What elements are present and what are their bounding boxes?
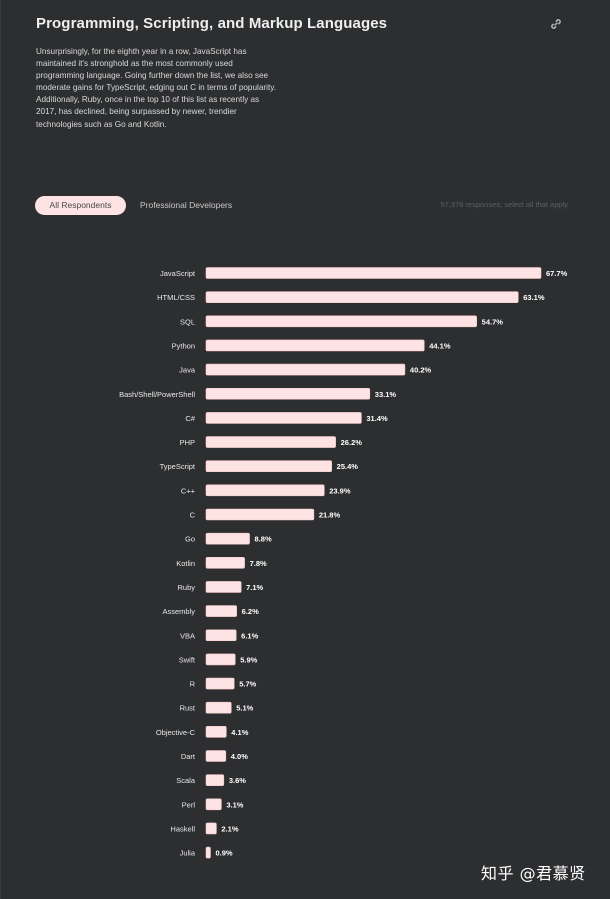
category-label-r: R bbox=[190, 680, 196, 689]
bar-rust[interactable] bbox=[205, 701, 232, 714]
value-label-html-css: 63.1% bbox=[523, 293, 545, 302]
value-label-rust: 5.1% bbox=[236, 704, 253, 713]
category-label-ruby: Ruby bbox=[177, 583, 195, 592]
value-label-ruby: 7.1% bbox=[246, 583, 263, 592]
category-label-typescript: TypeScript bbox=[160, 462, 196, 471]
bar-julia[interactable] bbox=[205, 846, 211, 859]
value-label-perl: 3.1% bbox=[226, 800, 243, 809]
category-label-perl: Perl bbox=[182, 800, 196, 809]
value-label-assembly: 6.2% bbox=[242, 607, 259, 616]
bar-scala[interactable] bbox=[205, 774, 225, 786]
bar-html-css[interactable] bbox=[205, 291, 519, 303]
category-label-javascript: JavaScript bbox=[160, 269, 196, 278]
value-label-java: 40.2% bbox=[410, 366, 432, 375]
bar-c[interactable] bbox=[205, 484, 325, 497]
category-label-vba: VBA bbox=[180, 631, 195, 640]
value-label-julia: 0.9% bbox=[215, 849, 232, 858]
bar-sql[interactable] bbox=[205, 315, 477, 328]
category-label-c: C bbox=[190, 511, 196, 520]
category-label-bash-shell-powershell: Bash/Shell/PowerShell bbox=[119, 390, 195, 399]
bar-c[interactable] bbox=[205, 412, 362, 424]
bar-javascript[interactable] bbox=[205, 267, 542, 279]
value-label-haskell: 2.1% bbox=[221, 824, 238, 833]
value-label-bash-shell-powershell: 33.1% bbox=[375, 390, 397, 399]
value-label-swift: 5.9% bbox=[240, 655, 257, 664]
link-icon[interactable] bbox=[550, 18, 562, 30]
bar-kotlin[interactable] bbox=[205, 556, 245, 569]
tab-all-respondents[interactable]: All Respondents bbox=[35, 196, 126, 215]
section-description: Unsurprisingly, for the eighth year in a… bbox=[36, 47, 276, 129]
bar-java[interactable] bbox=[205, 363, 406, 376]
value-label-dart: 4.0% bbox=[231, 752, 248, 761]
value-label-php: 26.2% bbox=[341, 438, 363, 447]
bar-c[interactable] bbox=[205, 508, 315, 521]
category-label-dart: Dart bbox=[181, 752, 196, 761]
value-label-kotlin: 7.8% bbox=[250, 559, 267, 568]
category-label-html-css: HTML/CSS bbox=[157, 293, 195, 302]
watermark: 知乎 @君慕贤 bbox=[481, 864, 586, 883]
value-label-typescript: 25.4% bbox=[337, 462, 359, 471]
bar-ruby[interactable] bbox=[205, 581, 242, 593]
category-label-swift: Swift bbox=[179, 655, 196, 664]
value-label-python: 44.1% bbox=[429, 341, 451, 350]
category-label-c: C# bbox=[185, 414, 195, 423]
category-label-scala: Scala bbox=[176, 776, 196, 785]
value-label-objective-c: 4.1% bbox=[231, 728, 248, 737]
bar-go[interactable] bbox=[205, 532, 250, 545]
bar-objective-c[interactable] bbox=[205, 726, 227, 738]
bar-typescript[interactable] bbox=[205, 460, 332, 473]
tab-professional-developers[interactable]: Professional Developers bbox=[140, 200, 233, 210]
bar-bash-shell-powershell[interactable] bbox=[205, 387, 371, 400]
bar-r[interactable] bbox=[205, 677, 235, 690]
category-label-java: Java bbox=[179, 366, 196, 375]
category-label-rust: Rust bbox=[180, 704, 196, 713]
value-label-scala: 3.6% bbox=[229, 776, 246, 785]
responses-note: 57,378 responses; select all that apply bbox=[440, 200, 568, 209]
value-label-vba: 6.1% bbox=[241, 631, 258, 640]
value-label-go: 8.8% bbox=[255, 535, 272, 544]
value-label-c: 31.4% bbox=[366, 414, 388, 423]
category-label-python: Python bbox=[172, 341, 195, 350]
bar-haskell[interactable] bbox=[205, 822, 217, 835]
bar-vba[interactable] bbox=[205, 629, 237, 642]
category-label-haskell: Haskell bbox=[170, 824, 195, 833]
category-label-assembly: Assembly bbox=[162, 607, 195, 616]
category-label-kotlin: Kotlin bbox=[176, 559, 195, 568]
value-label-sql: 54.7% bbox=[482, 317, 504, 326]
value-label-c: 21.8% bbox=[319, 511, 341, 520]
category-label-c: C++ bbox=[181, 486, 196, 495]
bar-swift[interactable] bbox=[205, 653, 236, 666]
value-label-javascript: 67.7% bbox=[546, 269, 568, 278]
category-label-julia: Julia bbox=[180, 849, 196, 858]
bar-php[interactable] bbox=[205, 436, 336, 448]
bar-python[interactable] bbox=[205, 339, 425, 352]
category-label-sql: SQL bbox=[180, 317, 195, 326]
category-label-objective-c: Objective-C bbox=[156, 728, 196, 737]
category-label-go: Go bbox=[185, 535, 195, 544]
bar-dart[interactable] bbox=[205, 750, 227, 762]
page-title: Programming, Scripting, and Markup Langu… bbox=[36, 15, 388, 32]
bar-assembly[interactable] bbox=[205, 605, 237, 617]
value-label-c: 23.9% bbox=[329, 486, 351, 495]
value-label-r: 5.7% bbox=[239, 680, 256, 689]
category-label-php: PHP bbox=[180, 438, 195, 447]
bar-perl[interactable] bbox=[205, 798, 222, 811]
